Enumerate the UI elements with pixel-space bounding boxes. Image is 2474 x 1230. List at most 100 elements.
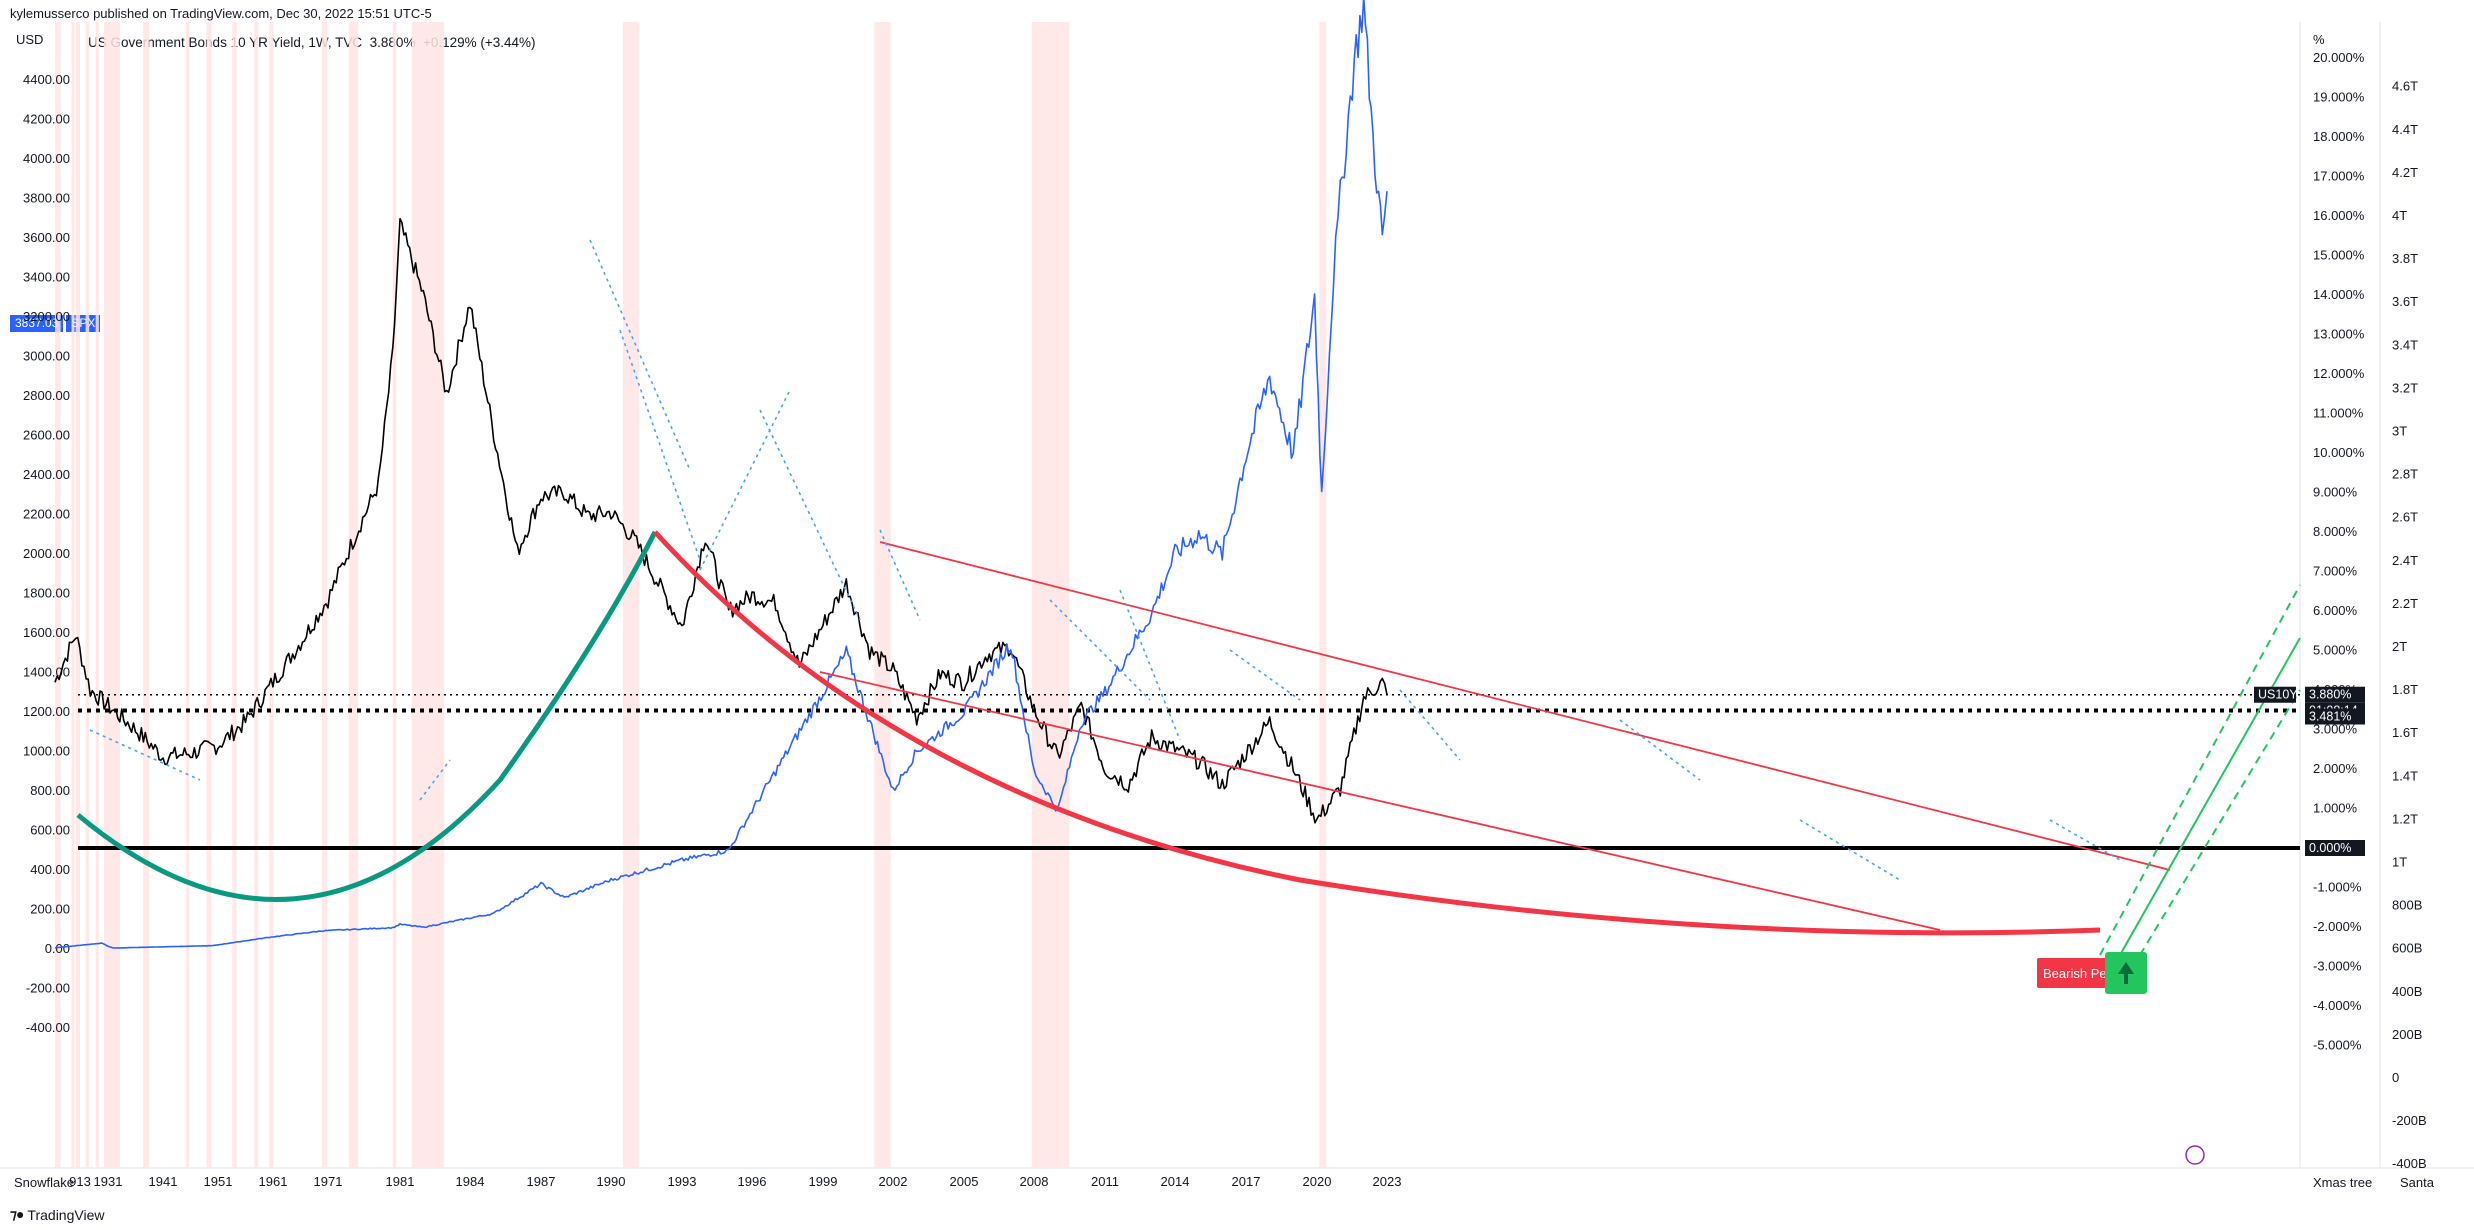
spx-price-badge[interactable]: 3837.03 SPX — [10, 315, 101, 332]
far-right-tick-label: 1T — [2392, 855, 2407, 870]
recession-band-4 — [95, 22, 99, 1168]
zero-tag-bg — [2305, 840, 2365, 856]
far-right-tick-label: 1.4T — [2392, 768, 2418, 783]
x-tick-label: 2023 — [1373, 1174, 1402, 1189]
recession-band-3 — [85, 22, 90, 1168]
recession-band-8 — [206, 22, 212, 1168]
far-right-tick-label: 600B — [2392, 941, 2422, 956]
dotted-trend-line-7 — [1229, 649, 1301, 701]
us10y-tag: US10Y — [2258, 688, 2298, 702]
recession-band-5 — [103, 22, 121, 1168]
x-tick-label: 1961 — [259, 1174, 288, 1189]
left-tick-label: 3400.00 — [23, 270, 70, 285]
right-tick-label: 17.000% — [2313, 169, 2365, 184]
tradingview-logo[interactable]: ⁊● TradingView — [10, 1206, 104, 1223]
green-channel-mid — [2119, 637, 2301, 956]
right-tick-label: 3.000% — [2313, 722, 2358, 737]
right-tick-label: -1.000% — [2313, 880, 2362, 895]
far-right-tick-label: 1.6T — [2392, 725, 2418, 740]
right-tick-label: 2.000% — [2313, 761, 2358, 776]
dotted-trend-line-8 — [1399, 689, 1461, 761]
x-tick-label: 1990 — [597, 1174, 626, 1189]
right-tick-label: 16.000% — [2313, 208, 2365, 223]
recession-band-19 — [1319, 22, 1327, 1168]
bottom-santa-label: Santa — [2400, 1175, 2434, 1190]
recession-band-9 — [232, 22, 237, 1168]
recession-band-1 — [71, 22, 75, 1168]
right-tick-label: 13.000% — [2313, 327, 2365, 342]
tradingview-icon: ⁊● — [10, 1206, 24, 1222]
left-tick-label: -400.00 — [26, 1020, 70, 1035]
recession-band-17 — [874, 22, 891, 1168]
bottom-xmas-label: Xmas tree — [2313, 1175, 2373, 1190]
right-tick-label: 8.000% — [2313, 524, 2358, 539]
left-tick-label: 4000.00 — [23, 151, 70, 166]
lightning-icon — [2185, 1145, 2205, 1165]
recession-band-12 — [321, 22, 328, 1168]
far-right-tick-label: 2.2T — [2392, 596, 2418, 611]
red-arc-drawing — [653, 530, 2101, 936]
right-tick-label: 9.000% — [2313, 485, 2358, 500]
left-tick-label: 2200.00 — [23, 507, 70, 522]
green-arc-drawing — [76, 530, 658, 903]
channel-upper-line — [879, 541, 2171, 871]
x-tick-label: 1931 — [94, 1174, 123, 1189]
dotted-trend-line-10 — [1799, 819, 1901, 881]
far-right-tick-label: -400B — [2392, 1156, 2427, 1171]
left-tick-label: 4200.00 — [23, 112, 70, 127]
left-tick-label: 1200.00 — [23, 704, 70, 719]
recession-band-15 — [411, 22, 445, 1168]
chart-legend[interactable]: US Government Bonds 10 YR Yield, 1W, TVC… — [88, 35, 536, 50]
right-axis-unit: % — [2313, 32, 2325, 47]
far-right-tick-label: 3.8T — [2392, 251, 2418, 266]
left-tick-label: 2000.00 — [23, 546, 70, 561]
us10y-value-tag-bg — [2305, 686, 2365, 703]
dotted-trend-line-3 — [759, 409, 861, 621]
green-up-marker — [2105, 952, 2147, 994]
green-channel-upper — [2099, 584, 2301, 956]
far-right-tick-label: 1.2T — [2392, 811, 2418, 826]
legend-title: US Government Bonds 10 YR Yield, 1W, TVC — [88, 35, 363, 50]
dotted-trend-line-11 — [2049, 819, 2121, 861]
far-right-tick-label: 3.6T — [2392, 294, 2418, 309]
recession-band-14 — [392, 22, 397, 1168]
x-tick-label: 1941 — [149, 1174, 178, 1189]
recession-band-16 — [622, 22, 640, 1168]
spx-symbol: SPX — [66, 315, 101, 332]
bearish-pattern-bg — [2037, 958, 2146, 988]
spx-value: 3837.03 — [10, 315, 64, 332]
left-tick-label: 1000.00 — [23, 744, 70, 759]
far-right-tick-label: -200B — [2392, 1113, 2427, 1128]
far-right-tick-label: 3T — [2392, 424, 2407, 439]
left-tick-label: 3000.00 — [23, 349, 70, 364]
far-right-tick-label: 800B — [2392, 898, 2422, 913]
level-tag: 3.481% — [2309, 710, 2351, 724]
left-axis-unit: USD — [16, 32, 44, 47]
bottom-left-label: Snowflake — [14, 1175, 74, 1190]
left-tick-label: 800.00 — [30, 783, 70, 798]
far-right-tick-label: 2.8T — [2392, 467, 2418, 482]
dotted-trend-line-2 — [699, 389, 791, 571]
left-tick-label: 3600.00 — [23, 230, 70, 245]
dotted-trend-line-9 — [1619, 719, 1701, 781]
recession-band-7 — [186, 22, 190, 1168]
dotted-trend-line-13 — [89, 729, 201, 781]
far-right-tick-label: 3.2T — [2392, 380, 2418, 395]
right-tick-label: -5.000% — [2313, 1038, 2362, 1053]
right-tick-label: -4.000% — [2313, 998, 2362, 1013]
right-tick-label: 0.000% — [2313, 840, 2358, 855]
green-channel-lower — [2139, 689, 2301, 956]
right-tick-label: 4.000% — [2313, 682, 2358, 697]
left-tick-label: 600.00 — [30, 823, 70, 838]
x-tick-label: 1999 — [809, 1174, 838, 1189]
x-tick-label: 2014 — [1161, 1174, 1190, 1189]
far-right-tick-label: 4.4T — [2392, 122, 2418, 137]
us10y-tag-bg — [2254, 686, 2296, 703]
right-tick-label: 11.000% — [2313, 406, 2364, 421]
countdown-tag-bg — [2305, 702, 2365, 719]
countdown-tag: 01:08:14 — [2309, 704, 2358, 718]
right-tick-label: 15.000% — [2313, 248, 2365, 263]
left-tick-label: 1600.00 — [23, 625, 70, 640]
level-tag-bg — [2305, 708, 2365, 725]
